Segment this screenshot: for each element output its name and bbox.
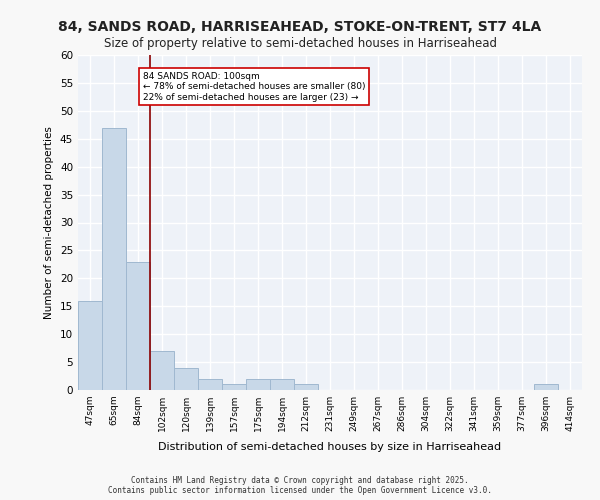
Bar: [126, 262, 150, 390]
Text: Contains HM Land Registry data © Crown copyright and database right 2025.
Contai: Contains HM Land Registry data © Crown c…: [108, 476, 492, 495]
Bar: [222, 384, 246, 390]
Bar: [150, 351, 174, 390]
Bar: [246, 379, 270, 390]
Bar: [198, 379, 222, 390]
Text: 84, SANDS ROAD, HARRISEAHEAD, STOKE-ON-TRENT, ST7 4LA: 84, SANDS ROAD, HARRISEAHEAD, STOKE-ON-T…: [58, 20, 542, 34]
Bar: [270, 379, 294, 390]
Bar: [534, 384, 558, 390]
Text: Size of property relative to semi-detached houses in Harriseahead: Size of property relative to semi-detach…: [104, 38, 497, 51]
Bar: [102, 128, 126, 390]
Bar: [78, 300, 102, 390]
Bar: [294, 384, 318, 390]
Text: 84 SANDS ROAD: 100sqm
← 78% of semi-detached houses are smaller (80)
22% of semi: 84 SANDS ROAD: 100sqm ← 78% of semi-deta…: [143, 72, 365, 102]
X-axis label: Distribution of semi-detached houses by size in Harriseahead: Distribution of semi-detached houses by …: [158, 442, 502, 452]
Bar: [174, 368, 198, 390]
Y-axis label: Number of semi-detached properties: Number of semi-detached properties: [44, 126, 55, 319]
